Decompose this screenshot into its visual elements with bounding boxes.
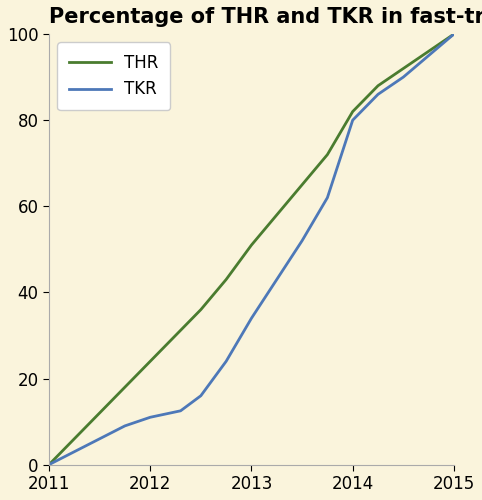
Legend: THR, TKR: THR, TKR — [57, 42, 170, 110]
Line: TKR: TKR — [49, 34, 454, 464]
THR — [147, 358, 153, 364]
THR — [299, 182, 305, 188]
TKR — [97, 436, 103, 442]
THR — [223, 276, 229, 282]
THR — [97, 410, 103, 416]
TKR — [324, 194, 330, 200]
TKR — [401, 74, 406, 80]
THR — [375, 82, 381, 88]
THR — [401, 66, 406, 71]
Text: Percentage of THR and TKR in fast-track: Percentage of THR and TKR in fast-track — [49, 7, 482, 27]
TKR — [71, 448, 77, 454]
TKR — [451, 31, 457, 37]
THR — [274, 212, 280, 218]
Line: THR: THR — [49, 34, 454, 464]
THR — [249, 242, 254, 248]
TKR — [147, 414, 153, 420]
TKR — [168, 410, 174, 416]
TKR — [350, 117, 356, 123]
THR — [451, 31, 457, 37]
TKR — [198, 392, 204, 398]
TKR — [178, 408, 184, 414]
TKR — [426, 52, 431, 59]
THR — [426, 48, 431, 54]
THR — [198, 306, 204, 312]
THR — [324, 152, 330, 158]
THR — [71, 436, 77, 442]
TKR — [158, 412, 163, 418]
THR — [350, 108, 356, 114]
TKR — [274, 276, 280, 282]
TKR — [223, 358, 229, 364]
TKR — [122, 423, 128, 429]
TKR — [375, 92, 381, 98]
THR — [122, 384, 128, 390]
TKR — [299, 238, 305, 244]
TKR — [249, 315, 254, 321]
THR — [173, 332, 178, 338]
THR — [46, 462, 52, 468]
TKR — [46, 462, 52, 468]
